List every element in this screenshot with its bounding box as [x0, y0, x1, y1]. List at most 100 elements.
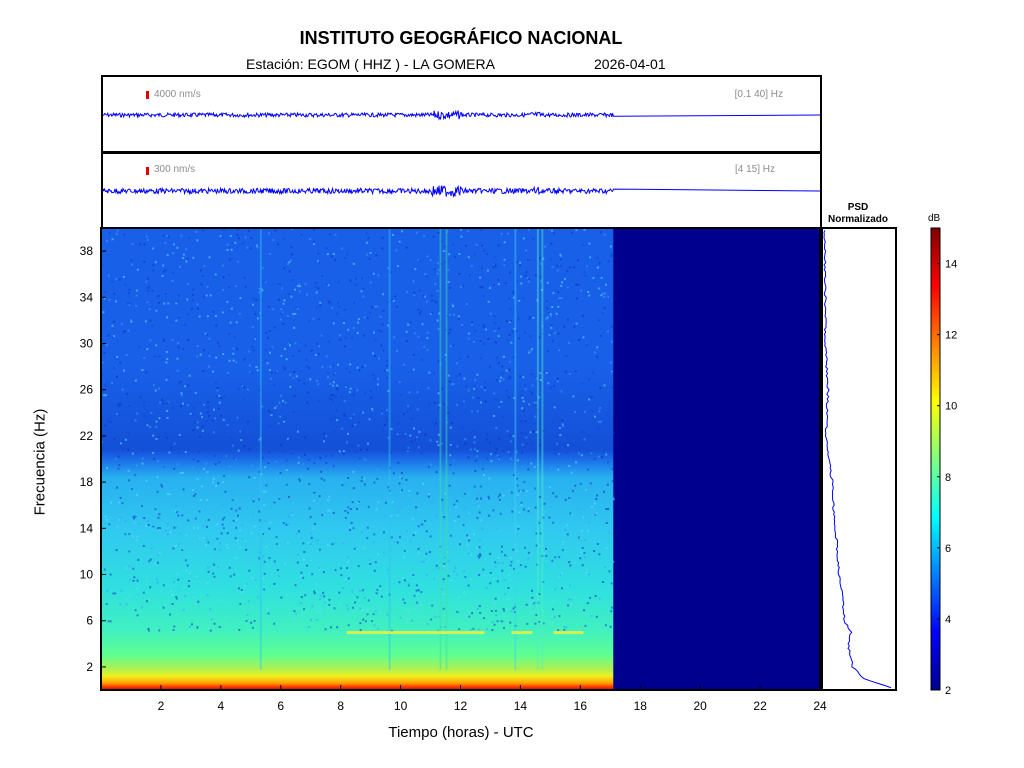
spectrogram-speckle	[456, 573, 459, 576]
spectrogram-speckle	[473, 533, 475, 536]
spectrogram-speckle	[422, 482, 425, 485]
spectrogram-speckle	[356, 507, 358, 510]
spectrogram-speckle	[130, 259, 133, 262]
spectrogram-speckle	[268, 330, 271, 333]
spectrogram-speckle	[400, 489, 403, 492]
spectrogram-speckle	[453, 313, 456, 316]
spectrogram-speckle	[139, 243, 142, 246]
spectrogram-speckle	[558, 427, 561, 430]
spectrogram-speckle	[366, 613, 369, 616]
spectrogram-speckle	[128, 288, 131, 291]
spectrogram-speckle	[228, 332, 231, 335]
spectrogram-speckle	[508, 375, 511, 378]
spectrogram-speckle	[263, 560, 266, 563]
spectrogram-speckle	[435, 480, 438, 483]
spectrogram-speckle	[118, 501, 121, 504]
spectrogram-speckle	[156, 490, 159, 493]
spectrogram-speckle	[525, 490, 528, 493]
spectrogram-speckle	[281, 287, 284, 290]
spectrogram-speckle	[460, 235, 463, 238]
spectrogram-speckle	[210, 616, 213, 619]
spectrogram-speckle	[221, 503, 224, 506]
spectrogram-speckle	[145, 235, 148, 238]
spectrogram-speckle	[219, 235, 222, 238]
spectrogram-speckle	[308, 507, 311, 510]
spectrogram-speckle	[386, 568, 389, 571]
spectrogram-speckle	[243, 398, 246, 401]
spectrogram-speckle	[521, 451, 524, 454]
spectrogram-speckle	[255, 244, 258, 247]
spectrogram-speckle	[525, 436, 528, 439]
spectrogram-speckle	[212, 310, 215, 313]
spectrogram-speckle	[588, 398, 590, 401]
spectrogram-speckle	[286, 593, 289, 596]
spectrogram-speckle	[324, 628, 327, 631]
spectrogram-speckle	[256, 369, 259, 372]
spectrogram-speckle	[382, 551, 385, 554]
spectrogram-speckle	[605, 453, 608, 456]
spectrogram-speckle	[175, 302, 178, 305]
spectrogram-speckle	[595, 512, 598, 515]
spectrogram-speckle	[406, 618, 409, 621]
spectrogram-speckle	[476, 455, 479, 458]
spectrogram-speckle	[319, 548, 321, 551]
spectrogram-speckle	[368, 418, 371, 421]
spectrogram-speckle	[239, 602, 242, 605]
spectrogram-speckle	[596, 543, 599, 545]
spectrogram-speckle	[533, 404, 536, 407]
spectrogram-speckle	[560, 284, 563, 287]
spectrogram-speckle	[545, 372, 548, 374]
spectrogram-speckle	[229, 321, 232, 324]
spectrogram-speckle	[470, 578, 473, 581]
spectrogram-speckle	[527, 404, 530, 407]
spectrogram-speckle	[610, 340, 613, 343]
spectrogram-speckle	[306, 467, 309, 470]
spectrogram-speckle	[359, 607, 362, 610]
spectrogram-speckle	[595, 615, 598, 618]
spectrogram-speckle	[601, 312, 604, 315]
spectrogram-speckle	[479, 612, 482, 614]
spectrogram-speckle	[444, 245, 447, 248]
spectrogram-speckle	[248, 569, 251, 572]
spectrogram-speckle	[425, 474, 428, 476]
spectrogram-speckle	[250, 532, 253, 535]
spectrogram-speckle	[368, 258, 371, 261]
spectrogram-speckle	[369, 563, 372, 565]
spectrogram-speckle	[223, 475, 226, 478]
spectrogram-speckle	[374, 339, 377, 342]
spectrogram-speckle	[504, 593, 507, 596]
spectrogram-speckle	[551, 559, 554, 562]
spectrogram-speckle	[558, 556, 561, 559]
spectrogram-speckle	[217, 407, 220, 410]
spectrogram-speckle	[214, 315, 217, 318]
spectrogram-speckle	[108, 232, 111, 235]
spectrogram-speckle	[149, 558, 152, 561]
spectrogram-speckle	[486, 433, 489, 436]
spectrogram-speckle	[221, 518, 224, 521]
spectrogram-speckle	[166, 402, 169, 405]
spectrogram-speckle	[155, 309, 158, 312]
spectrogram-speckle	[455, 506, 458, 509]
spectrogram-speckle	[290, 512, 293, 515]
spectrogram-speckle	[341, 395, 344, 398]
spectrogram-speckle	[163, 270, 166, 273]
spectrogram-speckle	[102, 447, 105, 450]
spectrogram-speckle	[243, 386, 246, 389]
spectrogram-speckle	[470, 554, 473, 557]
spectrogram-speckle	[598, 410, 601, 413]
spectrogram-speckle	[143, 260, 146, 263]
spectrogram-speckle	[214, 273, 217, 276]
spectrogram-speckle	[288, 495, 290, 498]
spectrogram-speckle	[404, 433, 407, 435]
spectrogram-speckle	[407, 498, 410, 501]
spectrogram-speckle	[527, 468, 530, 471]
spectrogram-speckle	[611, 386, 614, 389]
spectrogram-speckle	[576, 259, 579, 262]
spectrogram-speckle	[483, 574, 486, 577]
trace-panel-broadband: 4000 nm/s [0.1 40] Hz	[101, 75, 822, 153]
spectrogram-speckle	[539, 256, 541, 259]
spectrogram-speckle	[260, 473, 263, 476]
spectrogram-speckle	[179, 265, 181, 268]
spectrogram-speckle	[348, 391, 351, 394]
spectrogram-speckle	[444, 431, 447, 433]
